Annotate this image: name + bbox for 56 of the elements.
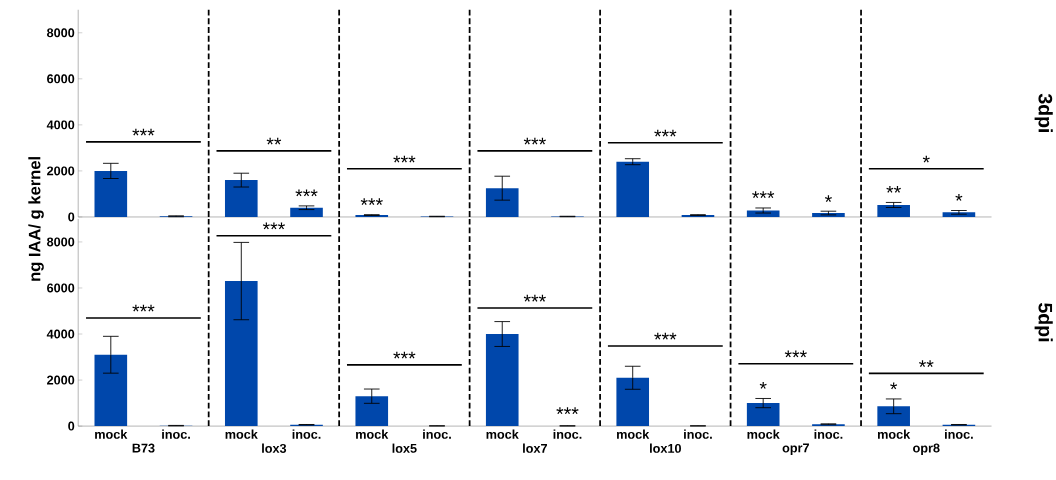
y-tick-label: 0 — [68, 421, 75, 431]
ref-line-label: ** — [266, 137, 282, 145]
ref-line-label: *** — [654, 332, 677, 340]
annotation: ** — [886, 186, 901, 193]
x-tick-label: inoc. — [553, 429, 582, 439]
ref-line-label: *** — [784, 350, 807, 358]
ref-line-label: * — [922, 155, 930, 163]
ref-line-label: *** — [523, 137, 546, 145]
ref-line-label: *** — [132, 304, 155, 312]
x-axis-title: lox5 — [392, 443, 417, 453]
x-tick-label: mock — [747, 429, 780, 439]
ref-line-label: *** — [393, 155, 416, 163]
annotation: *** — [752, 191, 775, 199]
y-tick-label: 8000 — [46, 237, 75, 247]
y-tick-label: 8000 — [46, 28, 75, 38]
y-tick-label: 4000 — [46, 120, 75, 130]
annotation: * — [890, 382, 898, 390]
x-tick-label: inoc. — [684, 429, 712, 439]
x-tick-label: mock — [486, 429, 519, 439]
y-tick-label: 2000 — [47, 166, 75, 176]
annotation: * — [824, 195, 832, 203]
x-tick-label: inoc. — [292, 429, 321, 439]
x-tick-label: mock — [877, 429, 911, 439]
x-tick-label: inoc. — [814, 429, 843, 439]
ref-line-label: *** — [523, 294, 546, 302]
y2-axis-title: 5dpi — [1034, 303, 1053, 342]
y-axis-title: ng IAA/ g kernel — [28, 157, 44, 281]
x-tick-label: mock — [617, 429, 650, 439]
x-tick-label: mock — [95, 429, 128, 439]
ref-line-label: *** — [262, 222, 285, 230]
x-axis-title: opr8 — [913, 443, 940, 456]
annotation: *** — [556, 407, 579, 415]
x-axis-title: lox10 — [650, 443, 681, 453]
x-tick-label: mock — [356, 429, 389, 439]
y-tick-label: 6000 — [47, 74, 75, 84]
annotation: *** — [295, 189, 318, 197]
x-axis-title: lox3 — [262, 443, 287, 453]
annotation: * — [955, 194, 963, 201]
y-tick-label: 6000 — [47, 283, 75, 293]
ref-line-label: *** — [393, 351, 416, 359]
x-axis-title: B73 — [132, 443, 155, 453]
annotation: * — [759, 382, 767, 389]
x-tick-label: inoc. — [423, 429, 451, 439]
ref-line-label: *** — [654, 129, 677, 137]
x-tick-label: mock — [225, 429, 258, 439]
annotation: *** — [360, 198, 383, 206]
y2-axis-title: 3dpi — [1034, 93, 1053, 133]
x-axis-title: lox7 — [523, 443, 547, 453]
y-tick-label: 2000 — [47, 375, 75, 385]
y-tick-label: 0 — [68, 212, 75, 222]
x-tick-label: inoc. — [162, 429, 190, 439]
ref-line-label: ** — [919, 360, 934, 368]
x-axis-title: opr7 — [782, 443, 809, 455]
ref-line-label: *** — [132, 128, 155, 136]
x-tick-label: inoc. — [945, 429, 973, 439]
y-tick-label: 4000 — [46, 329, 75, 339]
